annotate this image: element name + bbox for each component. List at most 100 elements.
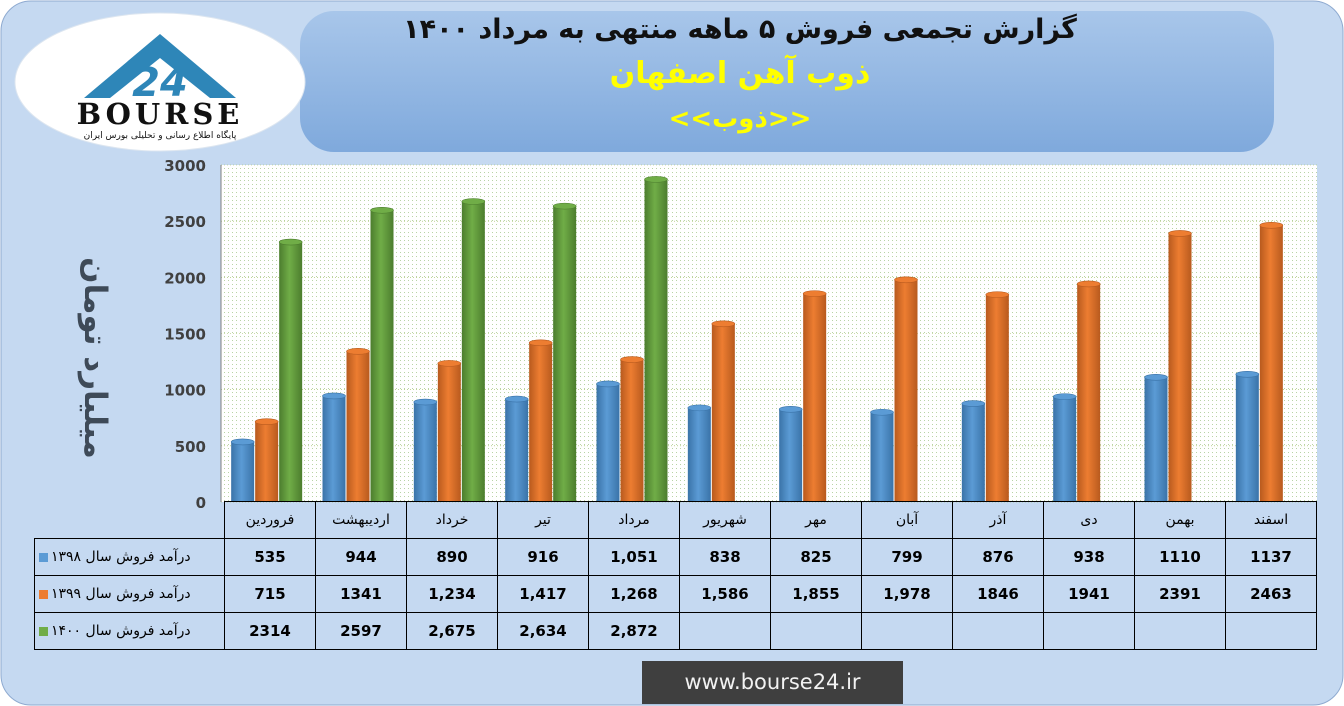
data-label: 938: [1043, 538, 1135, 576]
legend-key-1398: [39, 552, 48, 562]
bar: [413, 398, 438, 502]
legend-key-1400: [39, 626, 48, 636]
bar: [528, 339, 553, 502]
data-label: 838: [679, 538, 771, 576]
data-label: 2,634: [497, 612, 589, 650]
logo-mountain-shape: [84, 34, 236, 98]
data-label: 1846: [952, 575, 1044, 613]
data-label: [1134, 612, 1226, 650]
data-label: 916: [497, 538, 589, 576]
website-url[interactable]: www.bourse24.ir: [642, 661, 903, 704]
legend-label: درآمد فروش سال ۱۳۹۹: [51, 586, 191, 602]
category-label: مهر: [770, 501, 862, 539]
data-label: 890: [406, 538, 498, 576]
data-label: 1,855: [770, 575, 862, 613]
bar: [961, 400, 986, 502]
data-label: 1,268: [588, 575, 680, 613]
data-label: [952, 612, 1044, 650]
data-label: [1043, 612, 1135, 650]
header-banner: [300, 11, 1274, 152]
data-label: 535: [224, 538, 316, 576]
data-label: 2314: [224, 612, 316, 650]
bar: [461, 198, 486, 502]
bar: [1144, 374, 1168, 502]
category-label: مرداد: [588, 501, 680, 539]
bar: [230, 438, 255, 502]
category-label: اسفند: [1225, 501, 1317, 539]
data-label: 2463: [1225, 575, 1317, 613]
bar: [1235, 370, 1260, 502]
bar: [254, 418, 279, 502]
y-tick-label: 2000: [164, 269, 206, 287]
legend-entry-1400: درآمد فروش سال ۱۴۰۰: [34, 612, 225, 650]
legend-label: درآمد فروش سال ۱۳۹۸: [51, 549, 191, 565]
logo-word: BOURSE: [77, 97, 244, 131]
data-table: فروردین اردیبهشت خرداد تیر مرداد شهریور …: [34, 501, 1317, 650]
data-label: 1,051: [588, 538, 680, 576]
data-label: [861, 612, 953, 650]
bar: [322, 392, 346, 502]
legend-entry-1399: درآمد فروش سال ۱۳۹۹: [34, 575, 225, 613]
table-row-1398: درآمد فروش سال ۱۳۹۸ 535 944 890 916 1,05…: [34, 538, 1317, 576]
category-label: بهمن: [1134, 501, 1226, 539]
y-tick-label: 1000: [164, 382, 206, 400]
y-tick-label: 1500: [164, 326, 206, 344]
bar: [596, 380, 620, 502]
data-label: 2597: [315, 612, 407, 650]
category-label: خرداد: [406, 501, 498, 539]
bar: [1168, 230, 1192, 502]
bar: [711, 320, 736, 502]
logo-tagline: پایگاه اطلاع رسانی و تحلیلی بورس ایران: [84, 129, 237, 141]
bar: [278, 238, 303, 502]
legend-entry-1398: درآمد فروش سال ۱۳۹۸: [34, 538, 225, 576]
data-label: 876: [952, 538, 1044, 576]
data-label: 1,417: [497, 575, 589, 613]
data-label: 1341: [315, 575, 407, 613]
bar: [1259, 222, 1284, 502]
category-label: آبان: [861, 501, 953, 539]
table-corner: [34, 501, 225, 539]
data-label: 799: [861, 538, 953, 576]
y-tick-label: 2500: [164, 213, 206, 231]
category-label: اردیبهشت: [315, 501, 407, 539]
bar: [1052, 393, 1077, 502]
bar: [644, 176, 668, 502]
category-label: فروردین: [224, 501, 316, 539]
data-label: [770, 612, 862, 650]
bar: [346, 348, 370, 502]
data-label: 1137: [1225, 538, 1317, 576]
category-label: دی: [1043, 501, 1135, 539]
bar: [504, 395, 529, 502]
data-label: 825: [770, 538, 862, 576]
bar: [985, 291, 1010, 502]
category-label: شهریور: [679, 501, 771, 539]
data-label: 1,234: [406, 575, 498, 613]
data-label: 1,978: [861, 575, 953, 613]
category-label: تیر: [497, 501, 589, 539]
data-label: 2,675: [406, 612, 498, 650]
bar: [1076, 280, 1101, 502]
data-label: 2391: [1134, 575, 1226, 613]
logo-number: 24: [132, 60, 188, 106]
data-label: [679, 612, 771, 650]
bar: [437, 360, 462, 502]
data-label: 1110: [1134, 538, 1226, 576]
bar: [370, 206, 394, 503]
legend-label: درآمد فروش سال ۱۴۰۰: [51, 623, 191, 639]
table-row-1399: درآمد فروش سال ۱۳۹۹ 715 1341 1,234 1,417…: [34, 575, 1317, 613]
company-symbol: <<ذوب>>: [668, 104, 812, 134]
bar: [778, 406, 803, 502]
data-label: 2,872: [588, 612, 680, 650]
bar: [552, 202, 577, 502]
bar: [687, 404, 712, 502]
company-name: ذوب آهن اصفهان: [609, 56, 871, 91]
category-label: آذر: [952, 501, 1044, 539]
bar: [894, 276, 918, 502]
data-label: 715: [224, 575, 316, 613]
bar: [870, 408, 894, 502]
bar: [620, 356, 644, 502]
data-label: [1225, 612, 1317, 650]
y-tick-label: 3000: [164, 157, 206, 175]
